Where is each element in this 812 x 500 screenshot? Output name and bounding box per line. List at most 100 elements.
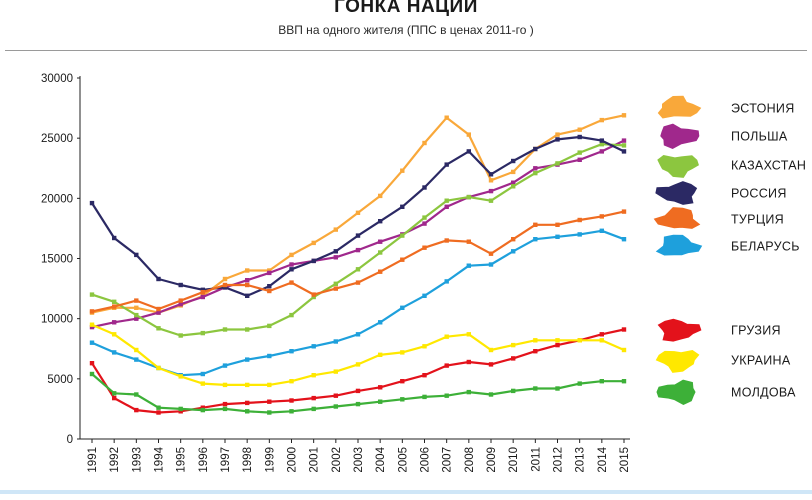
x-tick-label: 1991: [87, 447, 99, 473]
x-tick-label: 1997: [220, 447, 232, 473]
axes: 0 5000 10000 15000 20000 25000 30000 1991 1992 19…: [41, 73, 631, 473]
data-point: [422, 215, 427, 220]
data-point: [355, 233, 361, 238]
data-point: [267, 399, 272, 404]
data-point: [267, 284, 272, 289]
data-point: [89, 309, 95, 314]
data-point: [444, 198, 449, 203]
x-tick-label: 2012: [553, 447, 565, 473]
data-point: [444, 162, 449, 167]
data-point: [533, 237, 538, 242]
data-point: [333, 227, 338, 232]
data-point: [267, 323, 272, 329]
data-point: [400, 233, 405, 238]
data-point: [444, 393, 449, 398]
data-point: [488, 392, 494, 397]
series-line: [90, 135, 626, 297]
data-point: [422, 344, 427, 349]
x-tick-label: 1999: [264, 447, 276, 473]
data-point: [134, 298, 139, 303]
data-point: [599, 138, 604, 143]
data-point: [555, 132, 560, 137]
x-tick-label: 2006: [420, 447, 432, 473]
data-point: [355, 401, 361, 407]
data-point: [577, 232, 582, 237]
data-point: [200, 405, 205, 410]
series-line: [90, 328, 626, 414]
legend: ЭСТОНИЯ ПОЛЬША КАЗАХСТАН РОССИЯ ТУРЦИЯ БЕЛАРУ…: [653, 95, 806, 405]
data-point: [289, 398, 294, 403]
data-point: [444, 238, 449, 243]
data-point: [400, 350, 405, 355]
data-point: [289, 349, 294, 354]
y-tick-label: 25000: [41, 133, 73, 145]
data-point: [577, 127, 582, 132]
data-point: [333, 286, 338, 291]
data-point: [112, 320, 117, 325]
data-point: [245, 268, 250, 273]
data-point: [378, 250, 383, 255]
x-tick-label: 2014: [597, 446, 609, 472]
data-point: [311, 240, 316, 246]
y-tick-label: 5000: [47, 374, 73, 386]
data-point: [621, 379, 627, 384]
data-point: [555, 222, 560, 227]
x-tick-label: 1998: [242, 447, 254, 473]
data-point: [134, 392, 139, 397]
data-point: [311, 258, 316, 264]
data-point: [311, 344, 316, 349]
data-point: [222, 282, 228, 288]
data-point: [577, 217, 582, 223]
data-point: [245, 357, 250, 362]
data-point: [378, 269, 383, 274]
y-tick-label: 20000: [41, 193, 73, 205]
legend-label: ПОЛЬША: [731, 130, 788, 144]
chart-title: ГОНКА НАЦИИ: [334, 0, 478, 17]
data-point: [289, 252, 294, 258]
data-point: [333, 339, 338, 344]
data-point: [178, 409, 183, 414]
data-point: [200, 371, 205, 377]
data-point: [156, 306, 161, 312]
header-divider: [5, 50, 807, 51]
data-point: [488, 178, 494, 183]
data-point: [355, 267, 361, 272]
data-point: [422, 245, 427, 250]
data-point: [378, 193, 383, 199]
turkey-map-icon: [653, 207, 701, 229]
data-point: [378, 320, 383, 325]
x-tick-label: 2010: [508, 447, 520, 473]
data-point: [311, 406, 316, 412]
russia-map-icon: [655, 181, 698, 205]
data-point: [134, 357, 139, 362]
data-point: [178, 374, 183, 379]
data-point: [488, 172, 494, 177]
data-point: [134, 305, 139, 310]
data-point: [245, 400, 250, 406]
legend-label: РОССИЯ: [731, 187, 787, 201]
data-point: [511, 169, 516, 175]
series-7: [89, 322, 627, 388]
data-point: [333, 369, 338, 374]
data-point: [555, 386, 560, 391]
legend-item-5: БЕЛАРУСЬ: [655, 234, 799, 256]
data-point: [311, 292, 316, 297]
data-point: [400, 379, 405, 384]
data-point: [488, 198, 494, 203]
series-layer: [89, 113, 627, 415]
x-tick-label: 1995: [176, 447, 188, 473]
data-point: [156, 276, 161, 282]
data-point: [488, 262, 494, 267]
data-point: [200, 287, 205, 292]
x-tick-label: 2011: [530, 447, 542, 472]
series-4: [89, 209, 627, 314]
data-point: [245, 327, 250, 332]
data-point: [89, 324, 95, 330]
data-point: [555, 234, 560, 239]
data-point: [245, 278, 250, 283]
data-point: [222, 327, 228, 332]
data-point: [400, 305, 405, 310]
data-point: [89, 361, 95, 366]
data-point: [267, 288, 272, 294]
data-point: [444, 334, 449, 339]
